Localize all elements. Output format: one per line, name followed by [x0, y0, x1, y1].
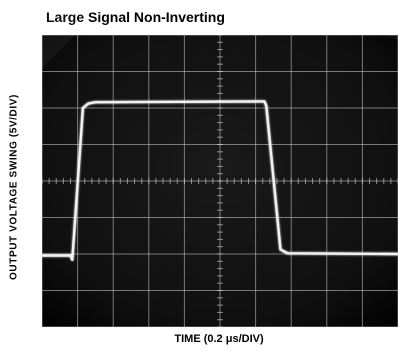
traces — [42, 100, 398, 262]
series-line-0 — [42, 100, 398, 262]
chart-title: Large Signal Non-Inverting — [46, 9, 225, 25]
y-axis-label: OUTPUT VOLTAGE SWING (5V/DIV) — [8, 94, 20, 280]
x-axis-label: TIME (0.2 μs/DIV) — [174, 333, 264, 345]
oscilloscope-plot — [42, 35, 398, 327]
grid — [42, 35, 398, 327]
